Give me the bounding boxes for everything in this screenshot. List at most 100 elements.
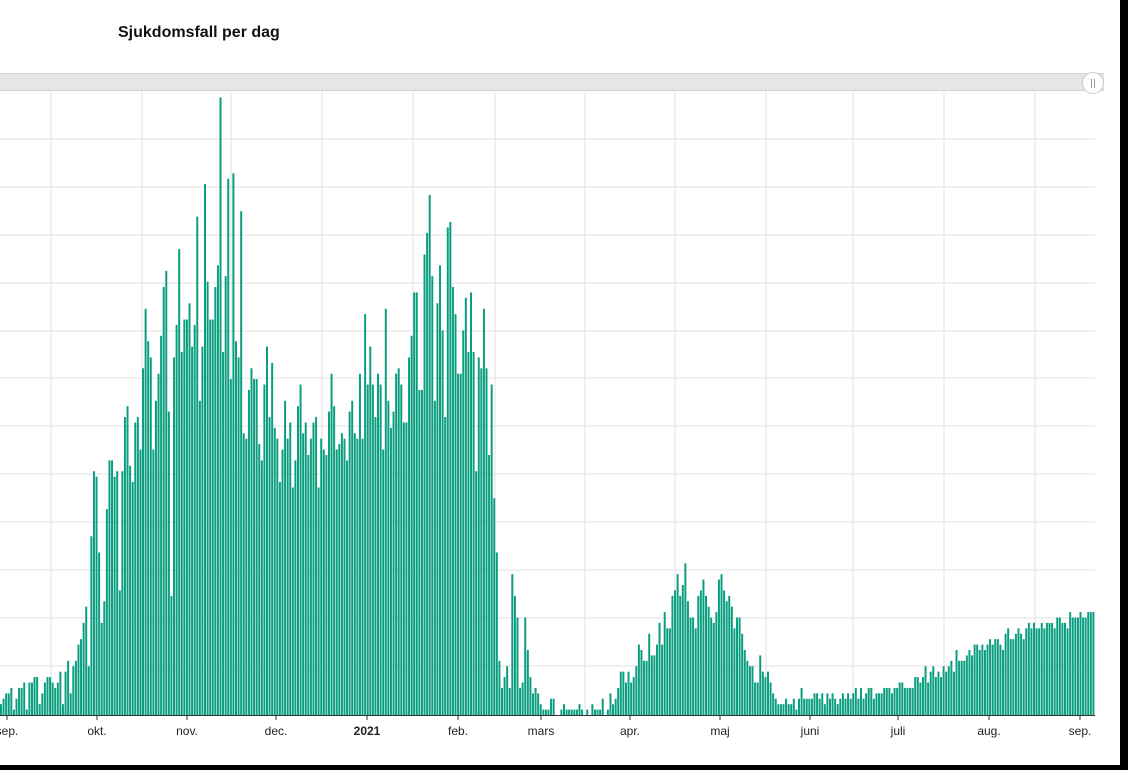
bar[interactable] [235,341,237,715]
bar[interactable] [932,666,935,715]
bar[interactable] [346,460,349,715]
bar[interactable] [121,471,124,715]
bar[interactable] [599,709,602,715]
bar[interactable] [684,563,687,715]
bar[interactable] [617,687,620,715]
bar[interactable] [666,628,669,715]
bar[interactable] [870,687,873,715]
bar[interactable] [627,671,630,715]
bar[interactable] [692,617,695,715]
bar[interactable] [260,460,263,715]
bar[interactable] [335,449,338,715]
bar[interactable] [1035,628,1038,715]
bar[interactable] [423,254,426,715]
bar[interactable] [865,693,868,715]
bar[interactable] [312,422,315,715]
bar[interactable] [286,438,289,715]
bar[interactable] [188,303,191,715]
bar[interactable] [157,373,160,715]
bar[interactable] [87,666,90,715]
bar[interactable] [64,671,67,715]
bar[interactable] [418,389,421,715]
bar[interactable] [534,687,537,715]
bar[interactable] [294,460,297,715]
bar[interactable] [196,216,199,715]
bar[interactable] [1084,617,1087,715]
bar[interactable] [69,693,72,715]
bar[interactable] [859,687,862,715]
bar[interactable] [787,704,790,715]
bar[interactable] [653,655,656,715]
bar[interactable] [1040,622,1043,715]
bar[interactable] [648,633,651,715]
bar[interactable] [160,335,163,715]
bar[interactable] [645,660,648,715]
bar[interactable] [271,362,274,715]
bar[interactable] [144,308,147,715]
bar[interactable] [1089,612,1092,715]
bar[interactable] [754,682,757,716]
bar[interactable] [689,617,692,715]
bar[interactable] [80,639,83,715]
bar[interactable] [325,454,328,715]
bar[interactable] [539,704,542,715]
bar[interactable] [18,687,21,715]
bar[interactable] [614,698,617,715]
bar[interactable] [759,655,762,715]
bar[interactable] [451,287,454,715]
bar[interactable] [322,449,325,715]
bar[interactable] [470,292,472,715]
bar[interactable] [90,536,93,715]
bar[interactable] [1048,622,1051,715]
bar[interactable] [503,677,506,715]
bar[interactable] [490,384,493,715]
bar[interactable] [126,406,129,715]
bar[interactable] [601,698,604,715]
bar[interactable] [387,400,390,715]
bar[interactable] [890,693,893,715]
bar[interactable] [278,482,281,715]
bar[interactable] [821,693,824,715]
bar[interactable] [149,357,152,715]
bar[interactable] [1092,612,1095,715]
bar[interactable] [211,319,214,715]
bar[interactable] [694,628,697,715]
bar[interactable] [661,644,664,715]
bar[interactable] [516,617,519,715]
bar[interactable] [875,693,878,715]
bar[interactable] [397,368,400,715]
bar[interactable] [1071,617,1074,715]
bar[interactable] [570,709,573,715]
bar[interactable] [72,666,75,715]
bar[interactable] [857,698,860,715]
bar[interactable] [173,357,176,715]
horizontal-scrollbar[interactable] [0,73,1104,91]
bar[interactable] [356,438,359,715]
bar[interactable] [676,574,679,715]
bar[interactable] [1025,628,1028,715]
bar[interactable] [888,687,891,715]
bar[interactable] [1069,612,1072,715]
bar[interactable] [826,693,829,715]
bar[interactable] [382,449,385,715]
bar[interactable] [361,438,364,715]
bar[interactable] [136,417,139,715]
bar[interactable] [958,660,961,715]
bar[interactable] [477,357,480,715]
bar[interactable] [586,709,589,715]
bar[interactable] [242,433,245,715]
bar[interactable] [872,698,875,715]
bar[interactable] [266,346,268,715]
bar[interactable] [947,666,950,715]
bar[interactable] [544,709,547,715]
bar[interactable] [526,649,529,715]
bar[interactable] [911,687,914,715]
bar[interactable] [268,417,271,715]
bar[interactable] [258,444,261,715]
bar[interactable] [5,693,8,715]
bar[interactable] [852,693,855,715]
bar[interactable] [444,417,447,715]
bar[interactable] [761,671,764,715]
bar[interactable] [996,639,999,715]
bar[interactable] [901,682,904,716]
